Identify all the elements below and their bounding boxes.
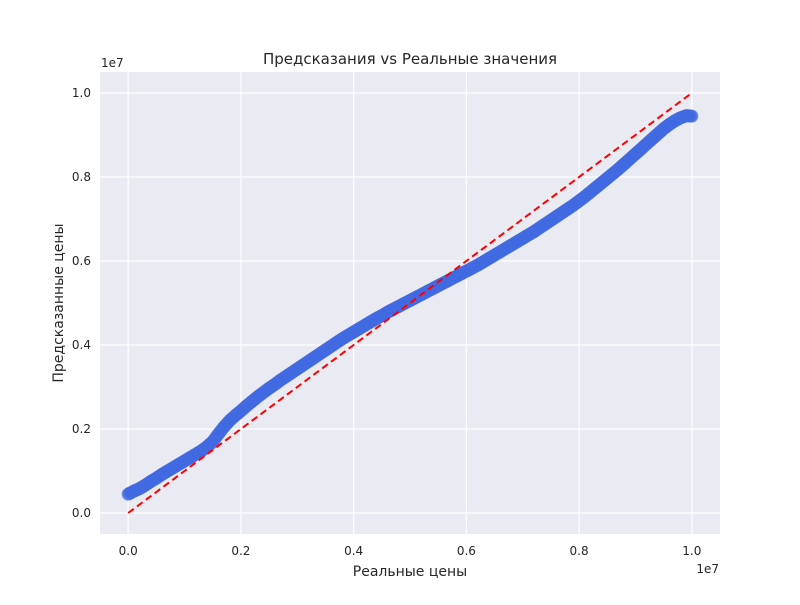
x-tick-label: 0.2 xyxy=(231,544,250,558)
x-tick-label: 1.0 xyxy=(682,544,701,558)
y-axis-offset-label: 1e7 xyxy=(101,56,124,70)
y-tick-label: 1.0 xyxy=(72,86,91,100)
x-tick-label: 0.4 xyxy=(344,544,363,558)
y-tick-label: 0.2 xyxy=(72,422,91,436)
x-axis-offset-label: 1e7 xyxy=(696,562,719,576)
chart-title: Предсказания vs Реальные значения xyxy=(263,50,557,68)
y-tick-label: 0.6 xyxy=(72,254,91,268)
x-tick-label: 0.6 xyxy=(457,544,476,558)
points-layer xyxy=(121,109,699,501)
y-tick-label: 0.0 xyxy=(72,506,91,520)
reference-line-layer xyxy=(127,92,693,514)
ideal-prediction-line xyxy=(127,92,693,514)
y-tick-label: 0.8 xyxy=(72,170,91,184)
x-tick-label: 0.8 xyxy=(570,544,589,558)
y-tick-label: 0.4 xyxy=(72,338,91,352)
grid-layer xyxy=(100,72,720,534)
x-axis-label: Реальные цены xyxy=(353,564,467,580)
ticks-layer: 0.0 0.2 0.4 0.6 0.8 1.0 0.0 0.2 0.4 0.6 0.8 1.0 xyxy=(72,86,701,558)
y-axis-label: Предсказанные цены xyxy=(51,223,67,382)
scatter-point xyxy=(685,109,699,123)
x-tick-label: 0.0 xyxy=(119,544,138,558)
